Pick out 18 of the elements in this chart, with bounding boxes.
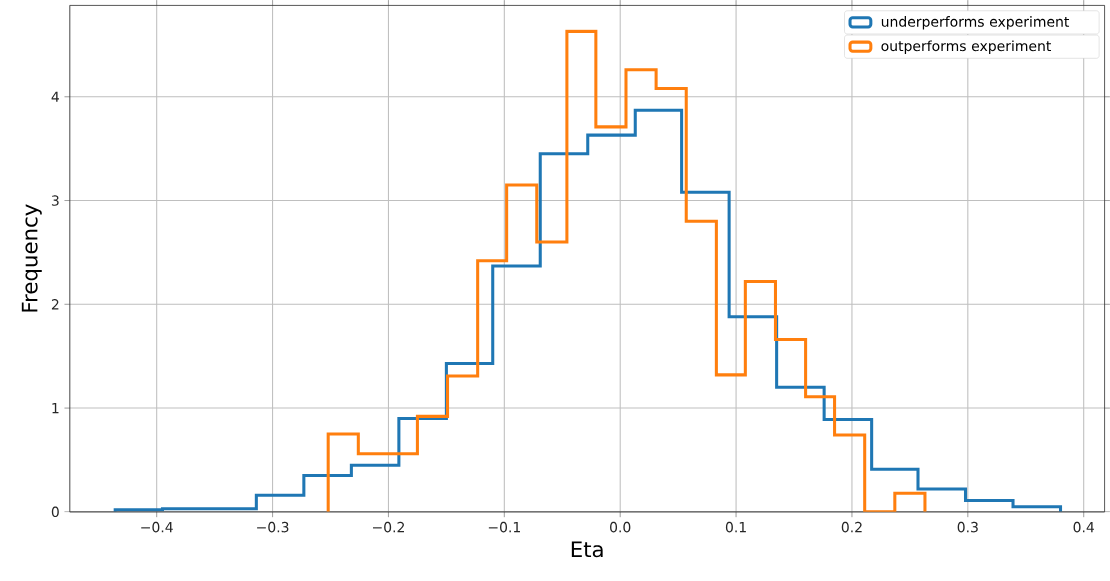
y-tick-label: 2 [51, 299, 59, 310]
x-tick-label: 0.2 [841, 522, 862, 533]
x-tick-label: 0.3 [957, 522, 978, 533]
y-tick-label: 1 [52, 403, 59, 414]
x-tick-label: 0.1 [725, 522, 746, 533]
x-tick-label: −0.4 [141, 522, 173, 533]
legend-label: underperforms experiment [881, 16, 1070, 30]
x-tick-label: −0.2 [372, 522, 404, 533]
x-tick-label: 0.4 [1073, 522, 1095, 533]
x-tick-label: −0.1 [488, 522, 520, 533]
y-tick-label: 0 [51, 506, 59, 518]
x-axis-title: Eta [571, 541, 603, 558]
y-tick-label: 3 [51, 195, 59, 206]
x-tick-label: −0.3 [257, 522, 289, 533]
y-axis-title: Frequency [21, 204, 42, 312]
legend-label: outperforms experiment [881, 40, 1052, 55]
x-tick-label: 0.0 [610, 522, 631, 533]
y-tick-label: 4 [51, 91, 59, 103]
